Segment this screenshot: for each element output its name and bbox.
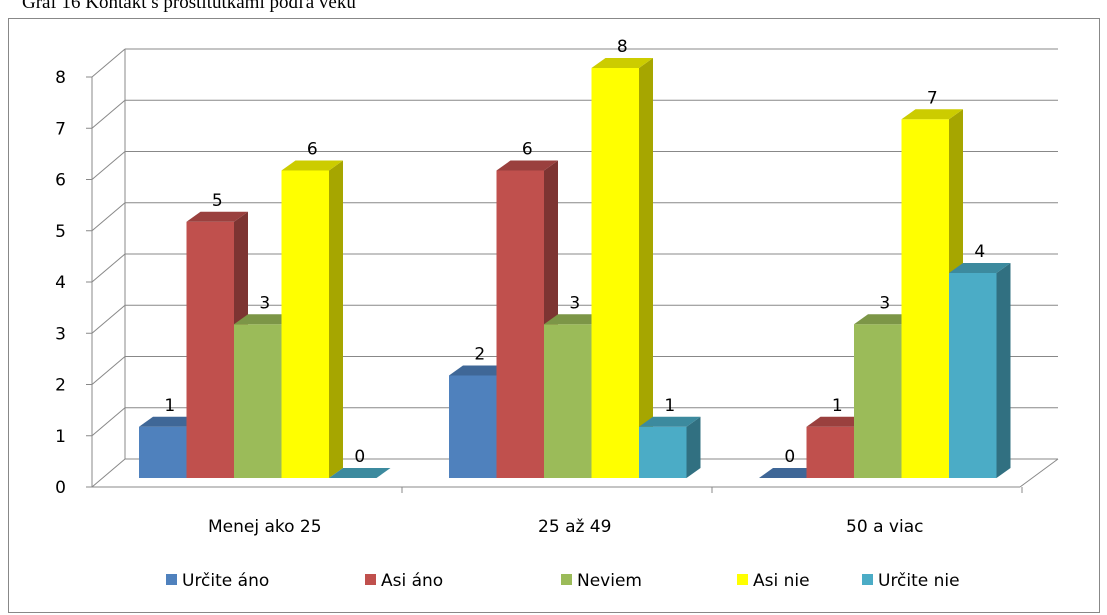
value-label: 8 bbox=[617, 37, 628, 57]
legend-label: Asi áno bbox=[381, 571, 443, 591]
bar-side bbox=[329, 160, 343, 478]
bar-front bbox=[591, 68, 639, 478]
y-tick-label: 7 bbox=[55, 119, 66, 139]
bar-top bbox=[449, 365, 511, 376]
grid-line bbox=[91, 48, 126, 78]
grid-line bbox=[91, 458, 126, 488]
legend-label: Určite nie bbox=[878, 571, 960, 591]
x-tick-label: 25 až 49 bbox=[538, 517, 611, 537]
bar-side bbox=[686, 416, 701, 478]
bar-top bbox=[759, 468, 821, 478]
value-label: 1 bbox=[164, 396, 175, 416]
value-label: 6 bbox=[522, 140, 533, 160]
bar-top bbox=[901, 109, 963, 120]
value-label: 2 bbox=[474, 345, 485, 365]
bar-front bbox=[139, 426, 187, 478]
y-tick-label: 2 bbox=[55, 376, 66, 396]
bar-front bbox=[186, 221, 234, 478]
bar-top bbox=[139, 416, 201, 427]
value-label: 3 bbox=[569, 293, 580, 313]
bar-front bbox=[949, 273, 997, 478]
y-tick-label: 0 bbox=[55, 478, 66, 498]
y-tick-label: 1 bbox=[55, 427, 66, 447]
bar-side bbox=[639, 58, 653, 478]
y-tick-label: 4 bbox=[55, 273, 66, 293]
bar-top bbox=[544, 314, 606, 325]
y-tick-label: 8 bbox=[55, 68, 66, 88]
bar-top bbox=[639, 416, 701, 427]
bar-top bbox=[806, 416, 868, 427]
bar-side bbox=[996, 263, 1011, 478]
legend-swatch bbox=[561, 574, 572, 585]
value-label: 3 bbox=[879, 293, 890, 313]
y-tick-label: 3 bbox=[55, 324, 66, 344]
grid-line bbox=[91, 407, 126, 437]
grid-line bbox=[91, 151, 126, 180]
y-tick-label: 6 bbox=[55, 171, 66, 191]
bar-top bbox=[281, 160, 343, 171]
bar-top bbox=[854, 314, 916, 325]
legend-label: Asi nie bbox=[753, 571, 810, 591]
value-label: 4 bbox=[974, 242, 985, 262]
bar-front bbox=[639, 426, 687, 478]
value-label: 3 bbox=[259, 293, 270, 313]
value-label: 6 bbox=[307, 140, 318, 160]
grid-line bbox=[91, 202, 126, 232]
bar-front bbox=[234, 324, 282, 478]
bar-top bbox=[329, 468, 391, 478]
bar-top bbox=[496, 160, 558, 171]
bar-top bbox=[591, 58, 653, 68]
value-label: 1 bbox=[832, 396, 843, 416]
value-label: 0 bbox=[354, 447, 365, 467]
bar-front bbox=[281, 170, 329, 478]
bar-top bbox=[234, 314, 296, 325]
x-tick-label: Menej ako 25 bbox=[208, 517, 322, 537]
x-tick-label: 50 a viac bbox=[846, 517, 923, 537]
grid-line bbox=[91, 356, 126, 385]
legend-label: Určite áno bbox=[182, 571, 269, 591]
legend-swatch bbox=[365, 574, 376, 585]
legend-swatch bbox=[862, 574, 873, 585]
grid-line bbox=[91, 304, 126, 334]
bar-top bbox=[186, 211, 248, 222]
bar-front bbox=[544, 324, 592, 478]
value-label: 5 bbox=[212, 191, 223, 211]
grid-line bbox=[91, 253, 126, 283]
bar-front bbox=[901, 119, 949, 478]
grid-line bbox=[91, 99, 126, 129]
legend-swatch bbox=[166, 574, 177, 585]
legend-swatch bbox=[737, 574, 748, 585]
floor-edge bbox=[1019, 458, 1059, 488]
value-label: 7 bbox=[927, 88, 938, 108]
chart-title: Graf 16 Kontakt s prostitútkami podľa ve… bbox=[22, 0, 356, 13]
value-label: 1 bbox=[664, 396, 675, 416]
value-label: 0 bbox=[784, 447, 795, 467]
y-tick-label: 5 bbox=[55, 222, 66, 242]
bar-front bbox=[496, 170, 544, 478]
bar-front bbox=[806, 426, 854, 478]
bar-front bbox=[449, 375, 497, 478]
bar-front bbox=[854, 324, 902, 478]
bar-top bbox=[949, 263, 1011, 273]
legend-label: Neviem bbox=[577, 571, 642, 591]
